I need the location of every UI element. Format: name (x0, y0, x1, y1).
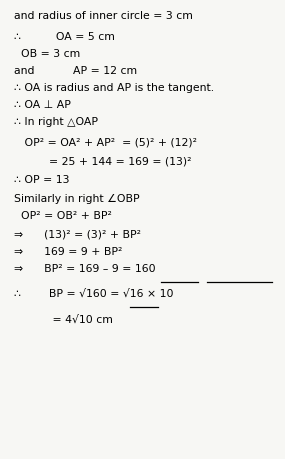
Text: ∴          OA = 5 cm: ∴ OA = 5 cm (14, 32, 115, 42)
Text: OP² = OA² + AP²  = (5)² + (12)²: OP² = OA² + AP² = (5)² + (12)² (14, 138, 197, 148)
Text: ⇒      (13)² = (3)² + BP²: ⇒ (13)² = (3)² + BP² (14, 230, 141, 240)
Text: ⇒      169 = 9 + BP²: ⇒ 169 = 9 + BP² (14, 247, 123, 257)
Text: and radius of inner circle = 3 cm: and radius of inner circle = 3 cm (14, 11, 193, 22)
Text: ∴ OA is radius and AP is the tangent.: ∴ OA is radius and AP is the tangent. (14, 83, 214, 93)
Text: OB = 3 cm: OB = 3 cm (14, 49, 80, 59)
Text: ∴ In right △OAP: ∴ In right △OAP (14, 117, 98, 127)
Text: ⇒      BP² = 169 – 9 = 160: ⇒ BP² = 169 – 9 = 160 (14, 264, 156, 274)
Text: and           AP = 12 cm: and AP = 12 cm (14, 66, 137, 76)
Text: ∴        BP = √160 = √16 × 10: ∴ BP = √160 = √16 × 10 (14, 289, 174, 299)
Text: = 25 + 144 = 169 = (13)²: = 25 + 144 = 169 = (13)² (14, 156, 192, 166)
Text: Similarly in right ∠OBP: Similarly in right ∠OBP (14, 194, 140, 204)
Text: = 4√10 cm: = 4√10 cm (14, 314, 113, 325)
Text: ∴ OA ⊥ AP: ∴ OA ⊥ AP (14, 100, 71, 110)
Text: ∴ OP = 13: ∴ OP = 13 (14, 175, 70, 185)
Text: OP² = OB² + BP²: OP² = OB² + BP² (14, 211, 112, 221)
